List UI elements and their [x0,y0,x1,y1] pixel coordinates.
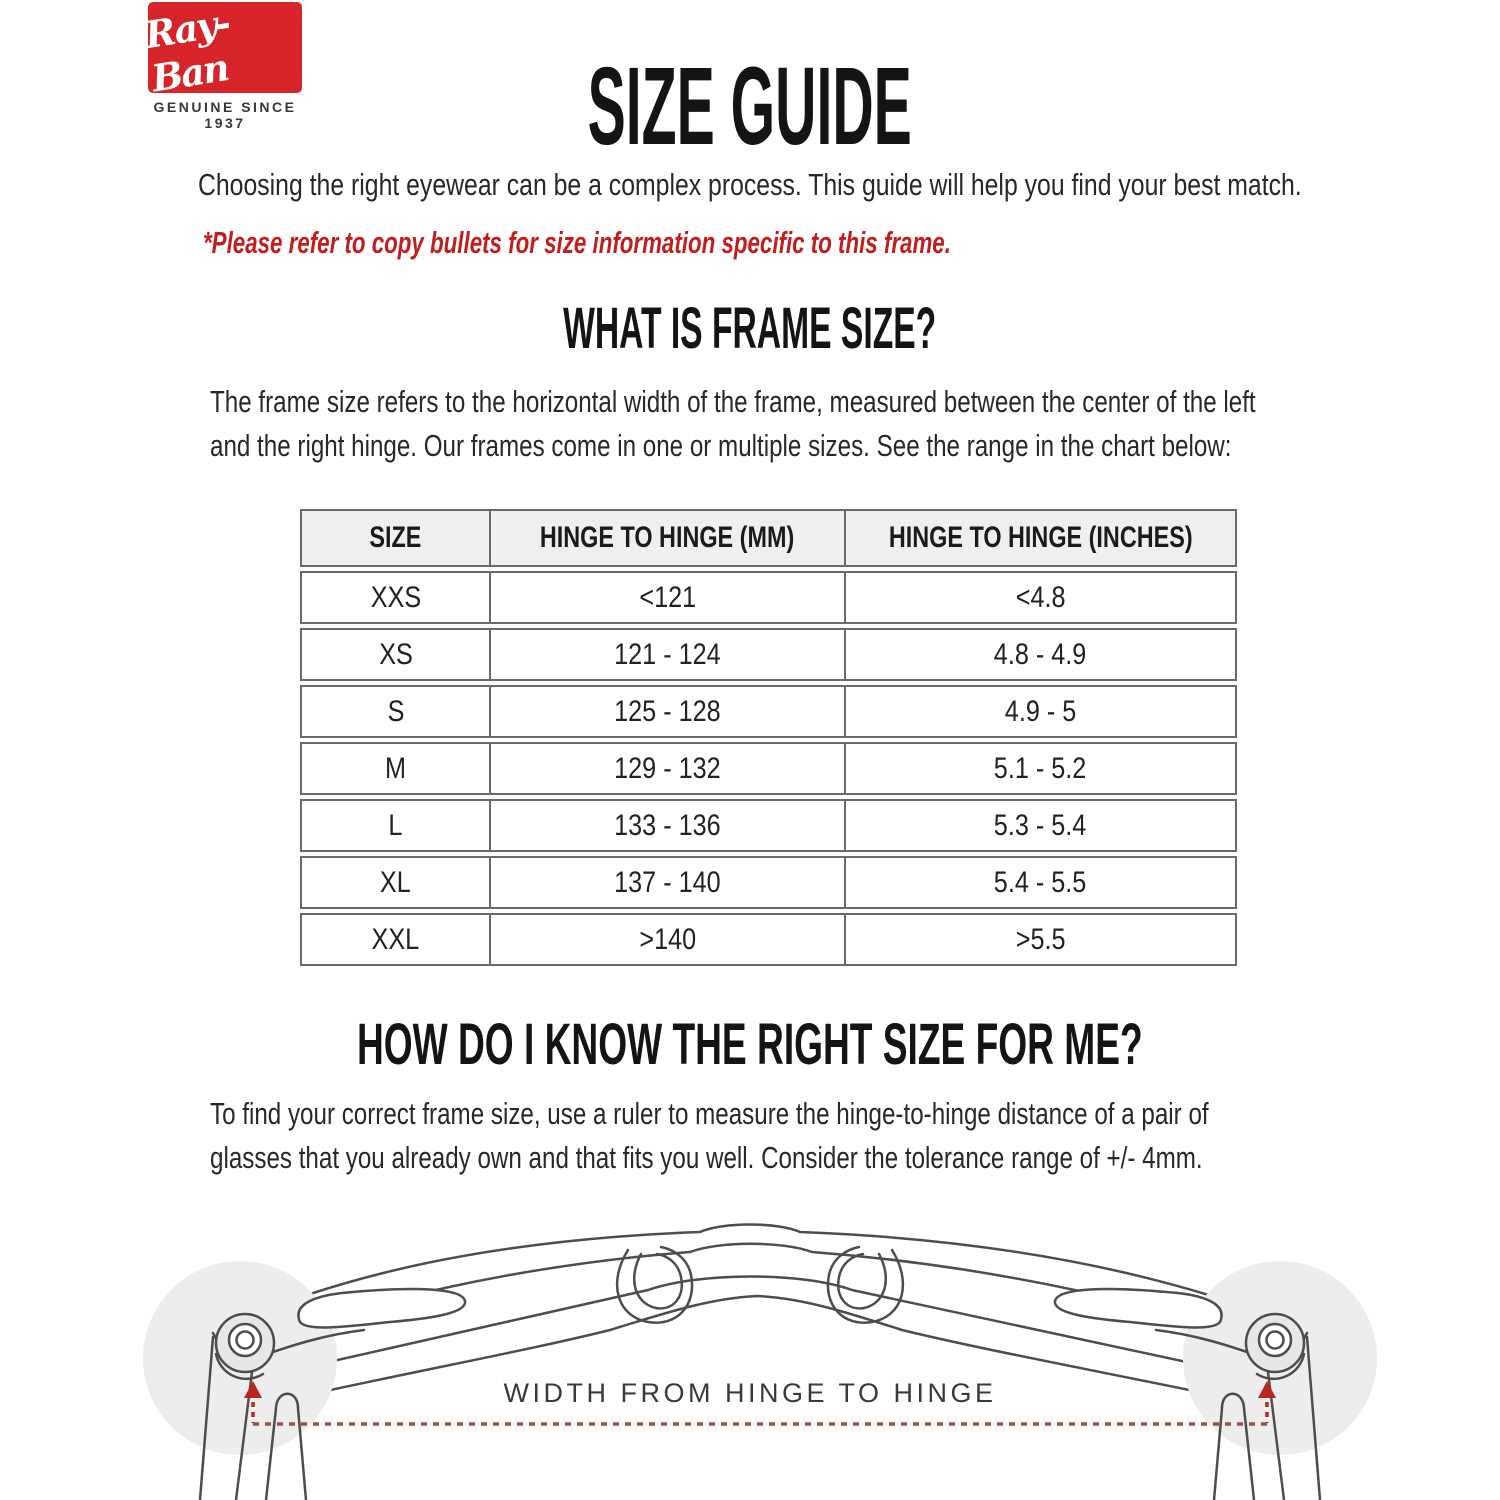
table-row: XS 121 - 124 4.8 - 4.9 [300,628,1237,681]
table-row: XXL >140 >5.5 [300,913,1237,966]
table-row: XL 137 - 140 5.4 - 5.5 [300,856,1237,909]
table-row: M 129 - 132 5.1 - 5.2 [300,742,1237,795]
table-row: S 125 - 128 4.9 - 5 [300,685,1237,738]
how-do-i-know-paragraph: To find your correct frame size, use a r… [210,1096,1209,1175]
col-header-hinge-inches: HINGE TO HINGE (INCHES) [845,509,1237,567]
what-is-frame-size-paragraph: The frame size refers to the horizontal … [210,384,1256,463]
table-header-row: SIZE HINGE TO HINGE (MM) HINGE TO HINGE … [300,509,1237,567]
glasses-top-view-illustration [141,1223,1379,1500]
table-row: L 133 - 136 5.3 - 5.4 [300,799,1237,852]
rayban-logo: Ray-Ban [142,0,302,100]
diagram-label: WIDTH FROM HINGE TO HINGE [503,1378,997,1408]
section-heading-how-do-i-know: HOW DO I KNOW THE RIGHT SIZE FOR ME? [357,1012,1143,1077]
frame-note: *Please refer to copy bullets for size i… [203,225,951,260]
size-table: SIZE HINGE TO HINGE (MM) HINGE TO HINGE … [300,505,1237,970]
page-title: SIZE GUIDE [587,45,913,168]
brand-tagline: GENUINE SINCE 1937 [153,99,297,131]
col-header-hinge-mm: HINGE TO HINGE (MM) [491,509,846,567]
col-header-size: SIZE [300,509,492,567]
table-row: XXS <121 <4.8 [300,571,1237,624]
section-heading-what-is-frame-size: WHAT IS FRAME SIZE? [563,296,937,361]
intro-text: Choosing the right eyewear can be a comp… [198,167,1302,202]
